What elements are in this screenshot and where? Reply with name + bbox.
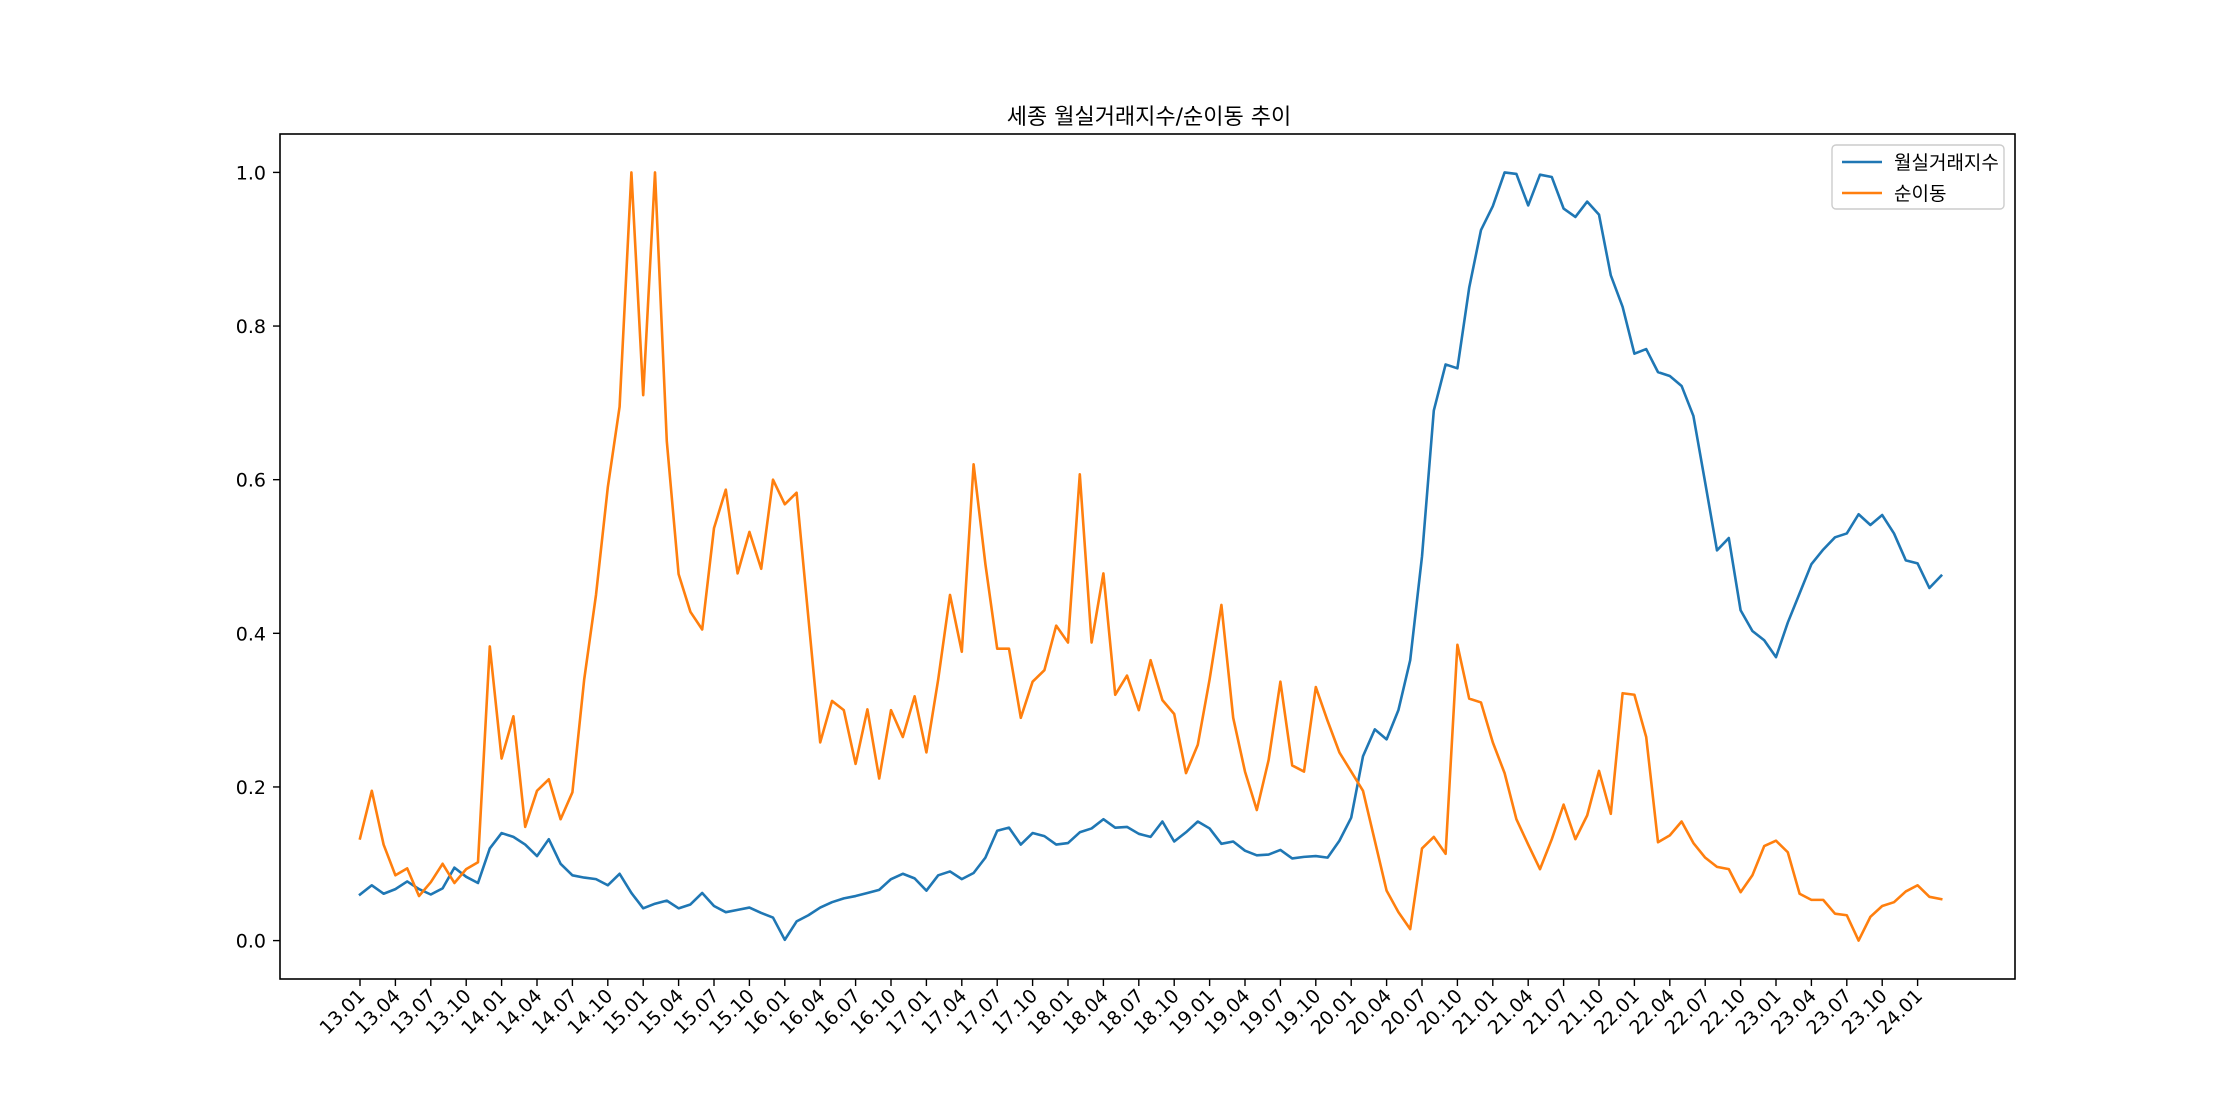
y-tick-label: 0.8 bbox=[236, 316, 266, 338]
chart-title: 세종 월실거래지수/순이동 추이 bbox=[1007, 105, 1292, 130]
series-line-2 bbox=[358, 171, 1943, 942]
y-axis: 0.0 0.2 0.4 0.6 0.8 1.0 bbox=[236, 162, 280, 953]
x-axis: 13.0113.0413.0713.1014.0114.0414.0714.10… bbox=[316, 979, 1927, 1039]
y-tick-label: 0.0 bbox=[236, 931, 266, 953]
legend-label: 월실거래지수 bbox=[1894, 152, 1999, 174]
plot-area bbox=[358, 171, 1944, 942]
y-tick-label: 0.2 bbox=[236, 777, 266, 799]
plot-frame bbox=[279, 133, 2016, 980]
y-tick-label: 1.0 bbox=[236, 162, 266, 184]
legend-label: 순이동 bbox=[1894, 183, 1946, 205]
y-tick-label: 0.6 bbox=[236, 470, 266, 492]
series-line-1 bbox=[358, 171, 1944, 942]
y-tick-label: 0.4 bbox=[236, 623, 266, 645]
